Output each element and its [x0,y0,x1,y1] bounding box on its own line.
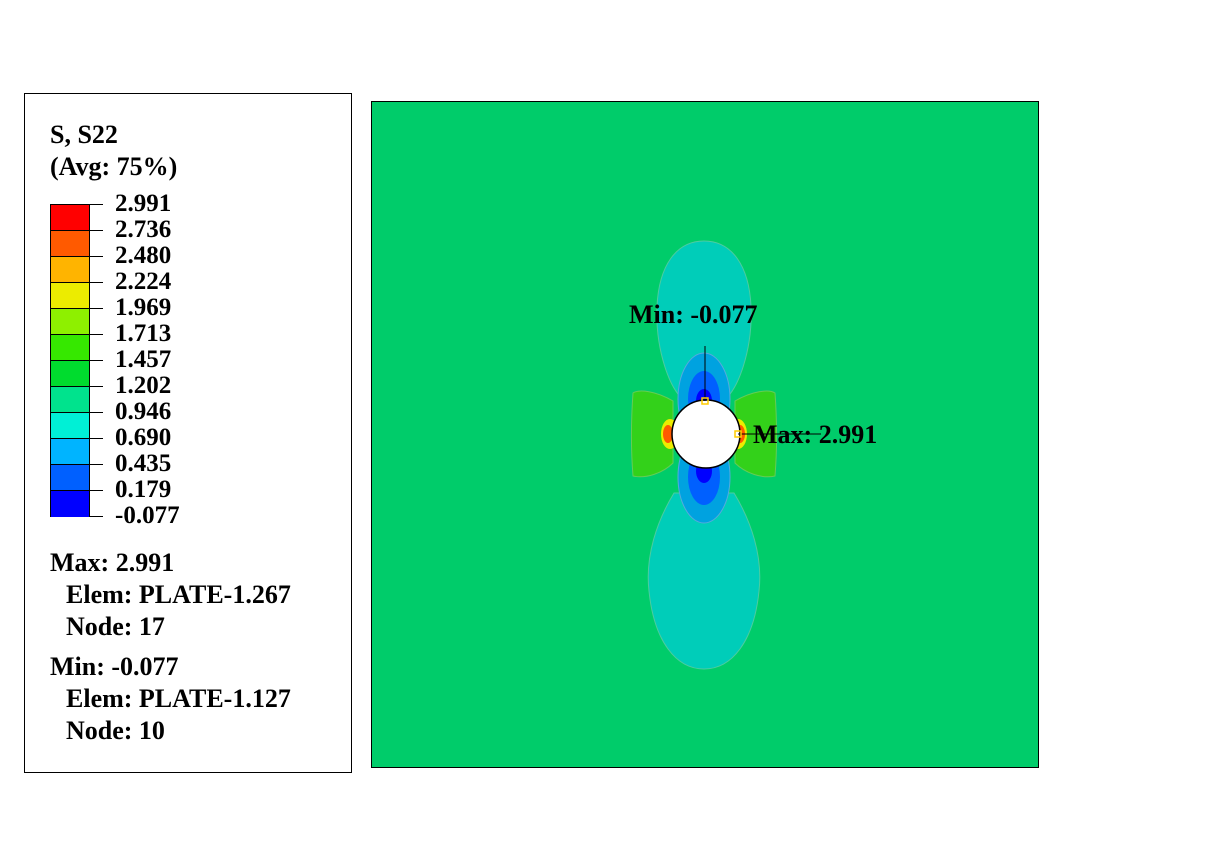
color-scale-level: 0.690 [115,424,172,451]
color-scale-tick [90,282,103,283]
color-scale-level: 2.991 [115,190,172,217]
color-scale-tick [90,386,103,387]
color-scale-tick [90,256,103,257]
color-scale-level: 1.202 [115,372,172,399]
color-swatch [51,387,89,413]
max-value: Max: 2.991 [50,548,175,577]
color-scale-level: 0.435 [115,450,172,477]
color-swatch [51,231,89,257]
color-scale-tick [90,490,103,491]
color-swatch [51,257,89,283]
contour-band-left-orange [663,425,673,443]
min-value: Min: -0.077 [50,652,179,681]
hole [671,399,741,469]
color-scale-tick [90,204,103,205]
max-node: Node: 17 [66,612,165,641]
color-scale-level: 2.224 [115,268,172,295]
min-marker-label: Min: -0.077 [629,300,758,329]
color-scale-level: -0.077 [115,502,180,529]
legend-panel: S, S22 (Avg: 75%) 2.991 2.736 2.480 2.224 1.… [24,93,352,773]
model-viewport[interactable]: Min: -0.077 Max: 2.991 [371,101,1039,768]
color-scale-level: 0.179 [115,476,172,503]
color-swatch [51,335,89,361]
color-scale [50,204,90,517]
contour-plot: Min: -0.077 Max: 2.991 [371,101,1039,768]
color-swatch [51,491,89,517]
legend-title: S, S22 [50,120,118,149]
color-swatch [51,413,89,439]
color-swatch [51,309,89,335]
color-scale-tick [90,308,103,309]
legend-subtitle: (Avg: 75%) [50,152,178,181]
color-swatch [51,439,89,465]
color-scale-tick [90,412,103,413]
color-swatch [51,283,89,309]
color-swatch [51,361,89,387]
color-scale-tick [90,516,103,517]
color-swatch [51,205,89,231]
min-marker-square [701,397,709,405]
color-scale-level: 1.713 [115,320,172,347]
color-scale-tick [90,360,103,361]
contour-band-left-green [631,390,674,478]
color-scale-tick [90,334,103,335]
color-scale-level: 1.457 [115,346,172,373]
color-scale-level: 1.969 [115,294,172,321]
min-element: Elem: PLATE-1.127 [66,684,291,713]
color-scale-level: 0.946 [115,398,172,425]
color-swatch [51,465,89,491]
max-element: Elem: PLATE-1.267 [66,580,291,609]
min-node: Node: 10 [66,716,165,745]
max-marker-label: Max: 2.991 [753,420,877,449]
color-scale-level: 2.480 [115,242,172,269]
max-marker-square [734,430,742,438]
color-scale-tick [90,464,103,465]
color-scale-tick [90,438,103,439]
color-scale-level: 2.736 [115,216,172,243]
color-scale-tick [90,230,103,231]
